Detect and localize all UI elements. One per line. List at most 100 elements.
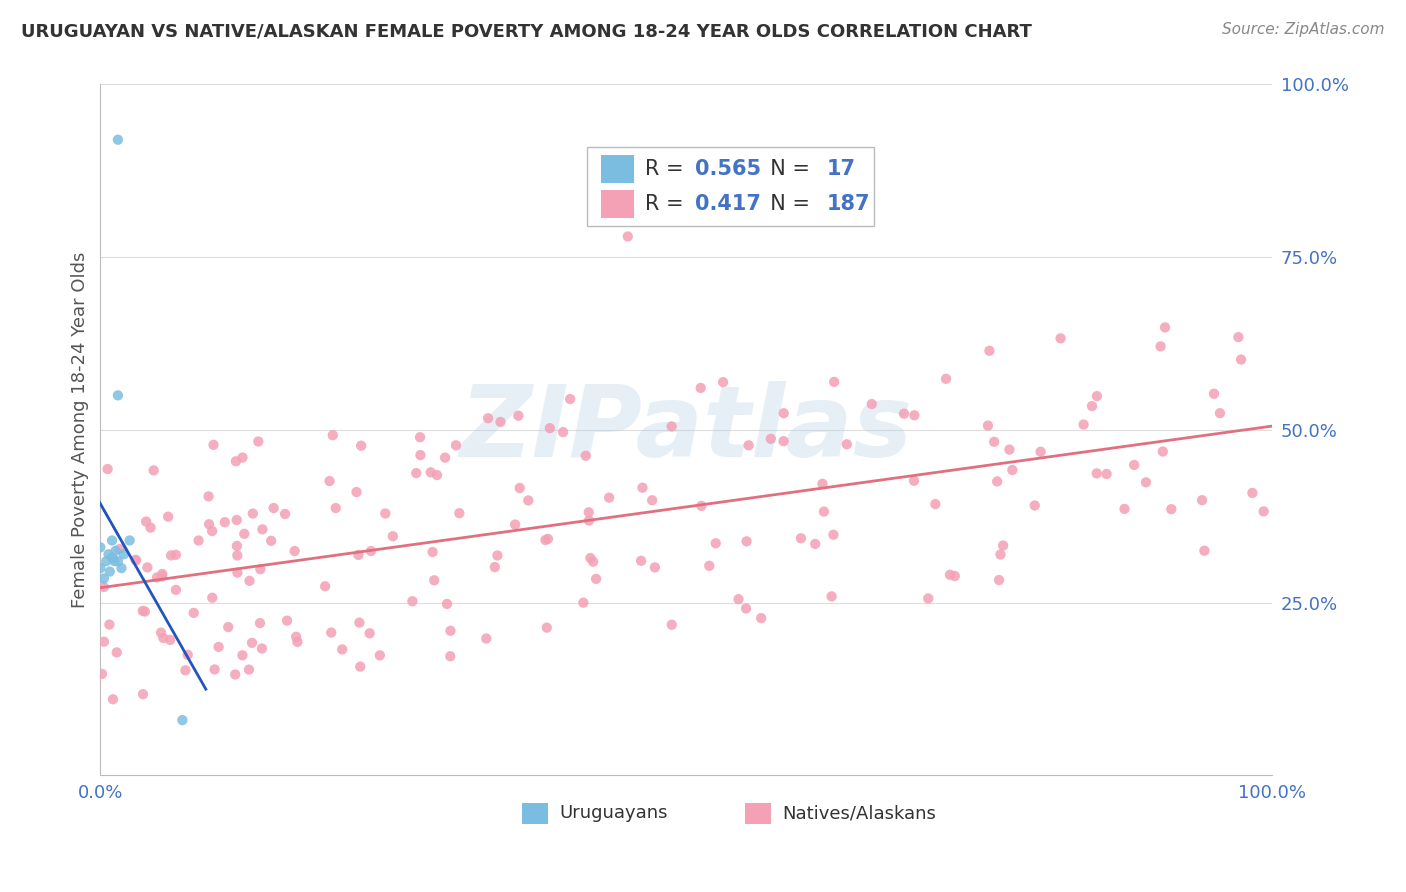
Point [508, 409, 530, 423]
Point [107, 388, 129, 402]
Point [285, 635, 308, 649]
Point [201, 591, 224, 605]
Point [1085, 467, 1108, 481]
Point [107, 554, 129, 568]
Point [489, 415, 512, 429]
Point [737, 438, 759, 452]
Point [107, 133, 129, 147]
Point [579, 551, 602, 566]
Point [146, 570, 169, 584]
Point [101, 692, 124, 706]
Point [93, 572, 115, 586]
Point [977, 418, 1000, 433]
Point [136, 560, 159, 574]
Point [924, 497, 946, 511]
Point [986, 475, 1008, 489]
Point [804, 537, 827, 551]
Text: 187: 187 [827, 194, 870, 214]
Point [91, 667, 114, 681]
Point [704, 536, 727, 550]
Point [381, 529, 404, 543]
Point [150, 625, 173, 640]
Point [1081, 399, 1104, 413]
Point [321, 625, 343, 640]
Point [360, 544, 382, 558]
Point [536, 621, 558, 635]
Point [998, 442, 1021, 457]
Point [233, 526, 256, 541]
Point [350, 439, 373, 453]
Point [104, 544, 127, 558]
Point [202, 438, 225, 452]
Point [160, 549, 183, 563]
Text: URUGUAYAN VS NATIVE/ALASKAN FEMALE POVERTY AMONG 18-24 YEAR OLDS CORRELATION CHA: URUGUAYAN VS NATIVE/ALASKAN FEMALE POVER… [21, 22, 1032, 40]
Point [617, 229, 640, 244]
Point [475, 632, 498, 646]
Point [772, 406, 794, 420]
Point [242, 507, 264, 521]
Point [405, 466, 427, 480]
Point [477, 411, 499, 425]
Point [250, 641, 273, 656]
Point [225, 454, 247, 468]
Point [436, 597, 458, 611]
Point [534, 533, 557, 547]
Point [105, 645, 128, 659]
Point [1049, 331, 1071, 345]
Point [1194, 543, 1216, 558]
Point [165, 582, 187, 597]
Point [314, 579, 336, 593]
Point [96, 554, 118, 568]
Point [274, 507, 297, 521]
Point [118, 533, 141, 548]
Point [560, 392, 582, 406]
Point [249, 616, 271, 631]
Point [226, 566, 249, 580]
Point [1160, 502, 1182, 516]
Point [124, 553, 146, 567]
Point [112, 547, 135, 561]
Point [991, 539, 1014, 553]
Point [422, 545, 444, 559]
Point [735, 534, 758, 549]
Point [820, 590, 842, 604]
Point [1253, 504, 1275, 518]
Y-axis label: Female Poverty Among 18-24 Year Olds: Female Poverty Among 18-24 Year Olds [72, 252, 89, 608]
Point [759, 432, 782, 446]
Point [150, 566, 173, 581]
Point [641, 493, 664, 508]
Bar [522, 803, 548, 824]
Point [176, 648, 198, 662]
Point [689, 381, 711, 395]
Point [1202, 386, 1225, 401]
Bar [600, 155, 634, 183]
Point [811, 476, 834, 491]
Point [238, 663, 260, 677]
Point [444, 438, 467, 452]
Point [939, 567, 962, 582]
Point [578, 505, 600, 519]
Point [517, 493, 540, 508]
Point [110, 561, 132, 575]
Point [690, 499, 713, 513]
Point [374, 507, 396, 521]
Point [101, 533, 124, 548]
Point [537, 532, 560, 546]
Point [97, 462, 120, 476]
Point [183, 606, 205, 620]
Point [322, 428, 344, 442]
Point [132, 604, 155, 618]
Point [1001, 463, 1024, 477]
Point [1135, 475, 1157, 490]
Point [1029, 444, 1052, 458]
Point [285, 630, 308, 644]
Text: N =: N = [756, 159, 817, 179]
Point [790, 531, 813, 545]
Point [157, 509, 180, 524]
Point [903, 474, 925, 488]
Point [598, 491, 620, 505]
Point [449, 506, 471, 520]
Point [231, 450, 253, 465]
Point [347, 548, 370, 562]
Text: Source: ZipAtlas.com: Source: ZipAtlas.com [1222, 22, 1385, 37]
